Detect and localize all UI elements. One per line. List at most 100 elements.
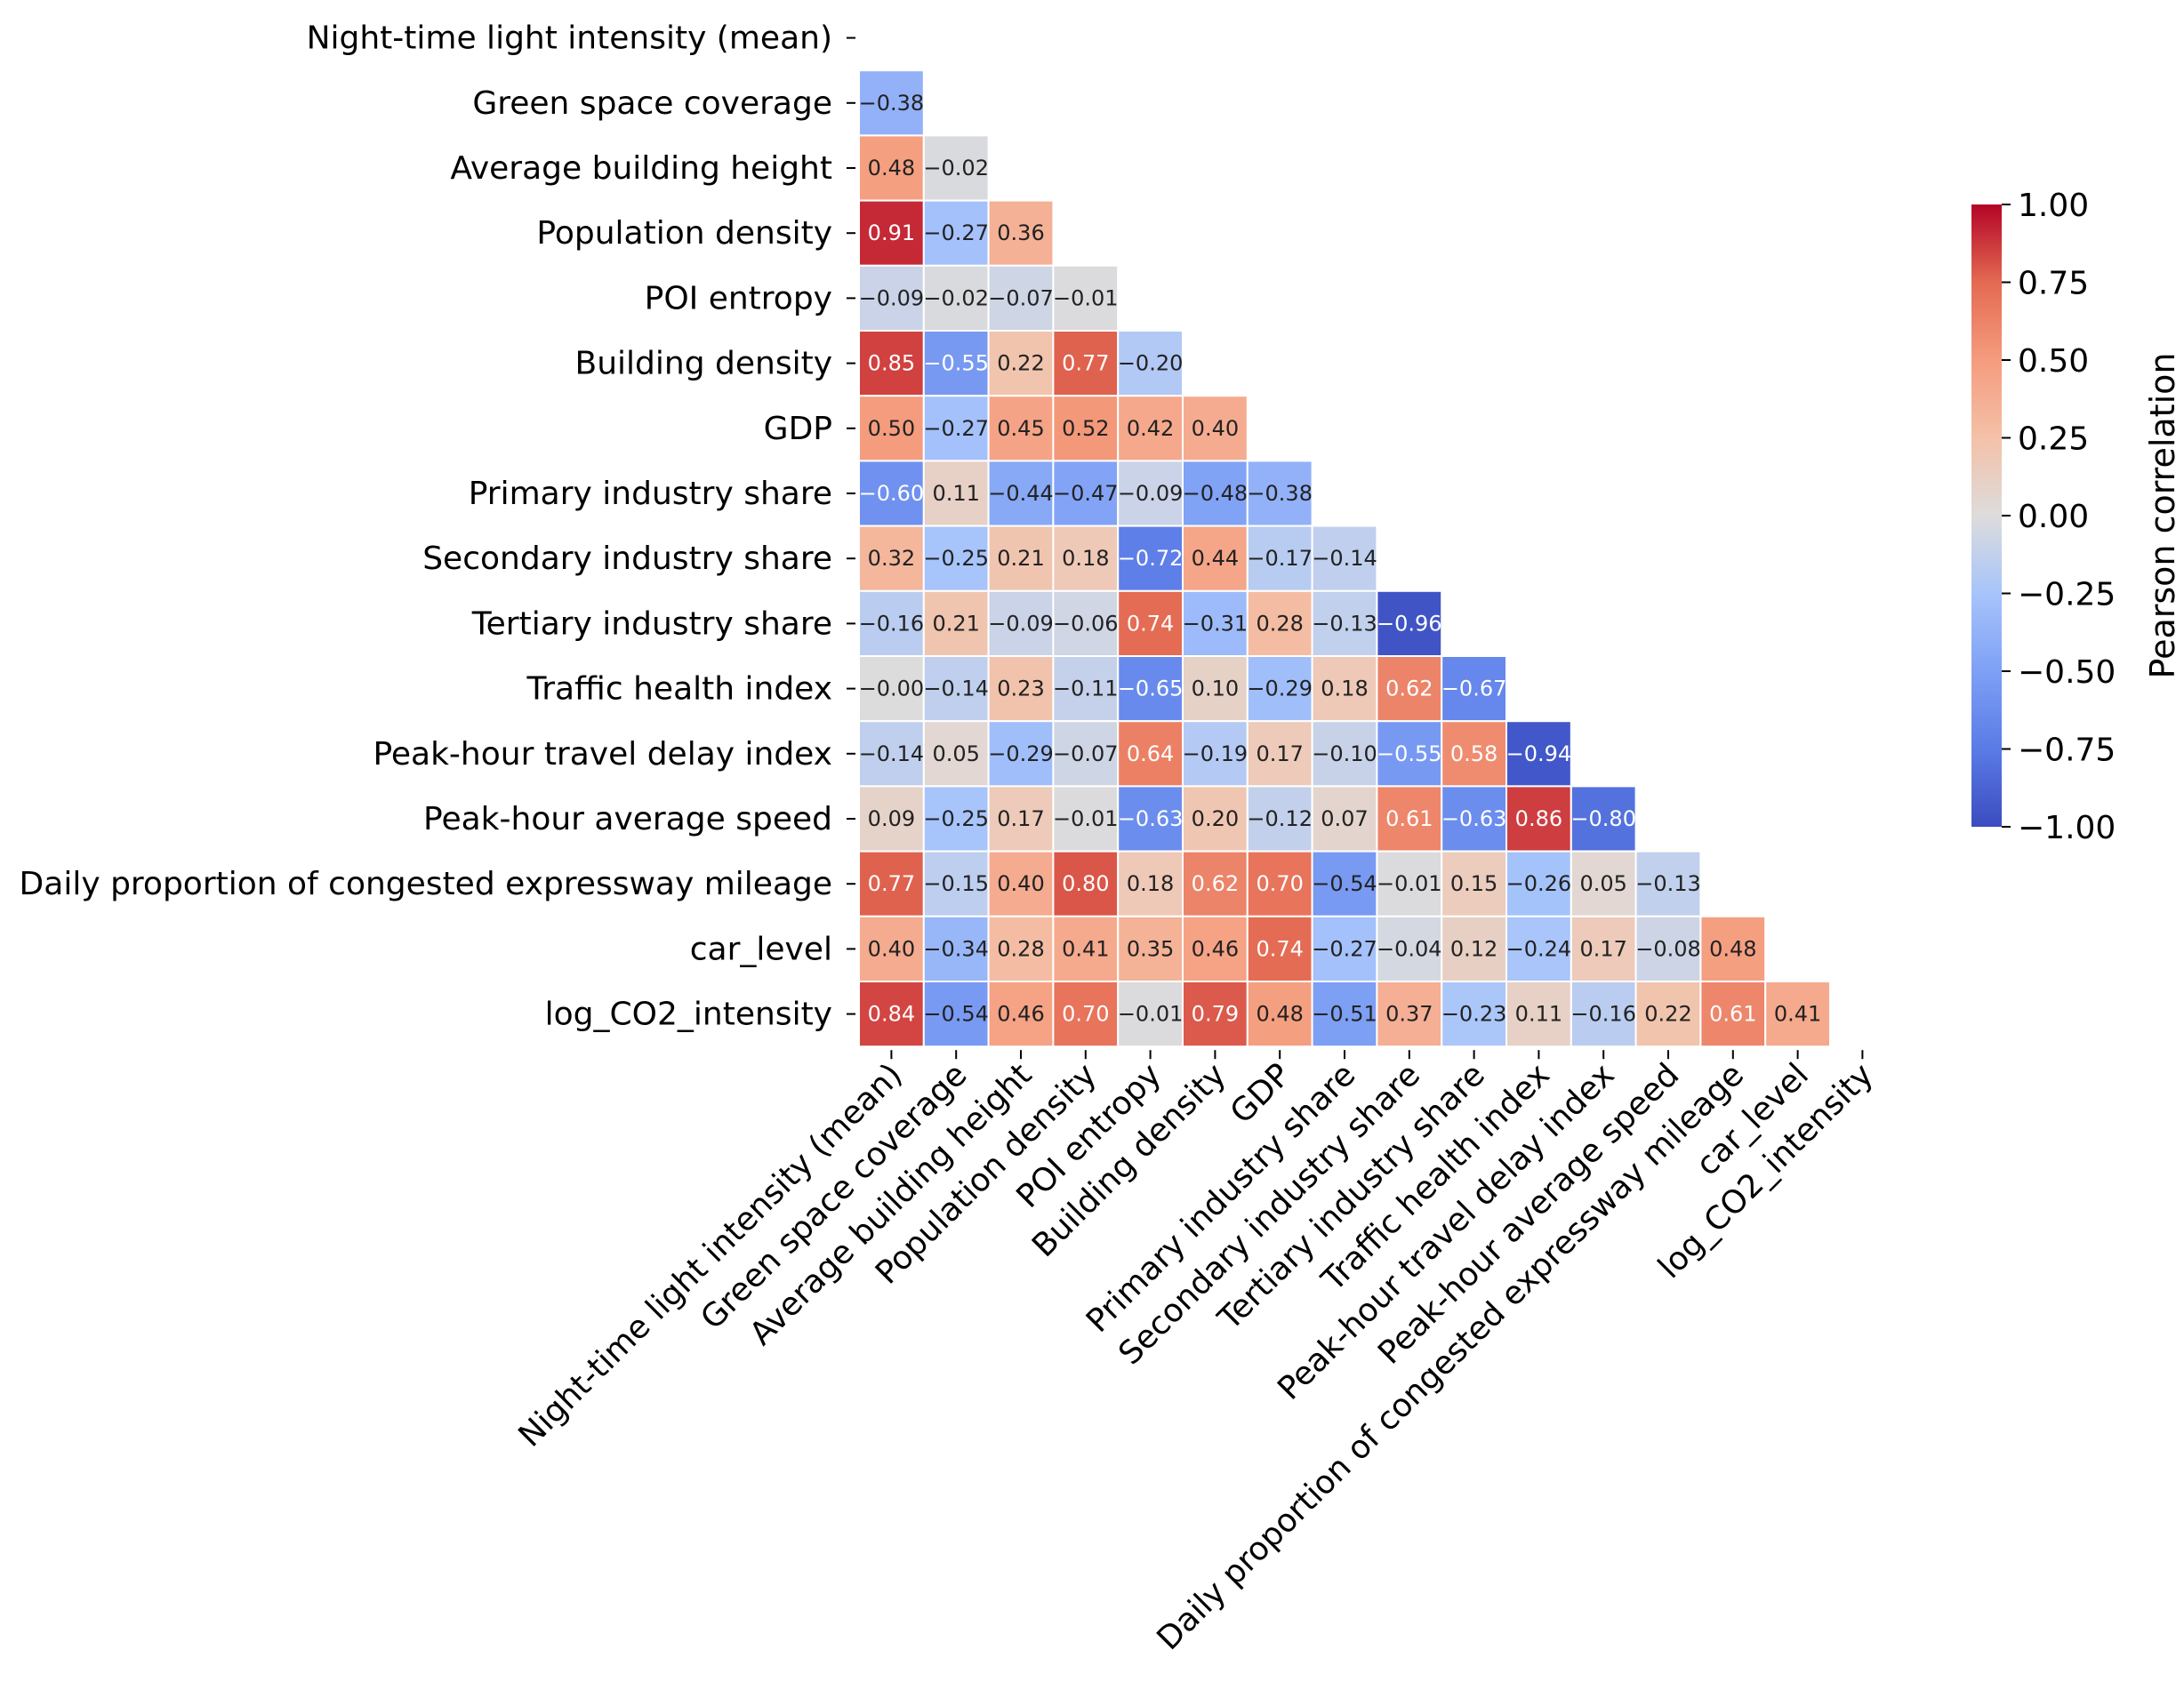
cell-value-label: −0.01	[1118, 1002, 1184, 1027]
heatmap-cell	[1182, 720, 1249, 788]
row-label: Secondary industry share	[422, 541, 832, 577]
cell-value-label: 0.22	[1644, 1002, 1691, 1027]
cell-value-label: 0.50	[868, 416, 915, 441]
cell-value-label: −0.01	[1377, 871, 1442, 896]
cell-value-label: 0.11	[932, 481, 979, 506]
heatmap-cell	[1311, 525, 1378, 592]
cell-value-label: −0.65	[1118, 677, 1184, 701]
row-label: Night-time light intensity (mean)	[307, 20, 832, 57]
heatmap-cell	[922, 395, 990, 462]
cell-value-label: −0.29	[1247, 677, 1313, 701]
cell-value-label: 0.35	[1127, 936, 1174, 961]
heatmap-cell	[1246, 785, 1313, 853]
cell-value-label: 0.45	[997, 416, 1044, 441]
cell-value-label: 0.17	[997, 806, 1044, 831]
cell-value-label: 0.85	[868, 351, 915, 376]
cell-value-label: 0.32	[868, 546, 915, 571]
heatmap-cell	[922, 264, 990, 332]
cell-value-label: −0.11	[1053, 677, 1119, 701]
cell-value-label: −0.23	[1441, 1002, 1507, 1027]
cell-value-label: 0.48	[1709, 936, 1756, 961]
heatmap-cell	[1052, 655, 1120, 723]
heatmap-cell	[1117, 981, 1184, 1048]
cell-value-label: 0.52	[1062, 416, 1109, 441]
heatmap-cell	[1246, 850, 1313, 917]
heatmap-cell	[987, 850, 1055, 917]
heatmap-cell	[1376, 655, 1443, 723]
heatmap-cell	[1570, 785, 1637, 853]
heatmap-cell	[922, 460, 990, 527]
cell-value-label: −0.20	[1118, 351, 1184, 376]
heatmap-cell	[858, 395, 925, 462]
cell-value-label: −0.55	[1377, 741, 1442, 766]
cell-value-label: 0.17	[1579, 936, 1626, 961]
heatmap-cell	[1311, 915, 1378, 983]
cell-value-label: 0.17	[1256, 741, 1303, 766]
cell-value-label: −0.07	[1053, 741, 1119, 766]
heatmap-cell	[1182, 395, 1249, 462]
heatmap-cell	[1052, 330, 1120, 397]
cell-value-label: 0.70	[1256, 871, 1303, 896]
heatmap-cell	[922, 981, 990, 1048]
row-label: POI entropy	[645, 280, 832, 316]
cell-value-label: 0.79	[1192, 1002, 1239, 1027]
row-label: Average building height	[450, 150, 832, 187]
heatmap-cell	[1182, 460, 1249, 527]
heatmap-cell	[858, 785, 925, 853]
cell-value-label: 0.40	[1192, 416, 1239, 441]
cell-value-label: −0.04	[1377, 936, 1442, 961]
cell-value-label: 0.61	[1385, 806, 1433, 831]
heatmap-cell	[858, 460, 925, 527]
heatmap-cell	[1311, 655, 1378, 723]
heatmap-cell	[1052, 785, 1120, 853]
cell-value-label: 0.46	[1192, 936, 1239, 961]
heatmap-cell	[922, 655, 990, 723]
heatmap-cell	[922, 330, 990, 397]
cell-value-label: −0.02	[923, 156, 989, 180]
colorbar-tick-label: −0.25	[2018, 577, 2116, 613]
cell-value-label: 0.18	[1127, 871, 1174, 896]
row-label: Traffic health index	[526, 671, 833, 708]
row-label: Primary industry share	[469, 476, 832, 512]
cell-value-label: −0.16	[1570, 1002, 1636, 1027]
cell-value-label: −0.01	[1053, 806, 1119, 831]
cell-value-label: 0.58	[1450, 741, 1497, 766]
heatmap-cell	[858, 589, 925, 657]
cell-value-label: 0.41	[1062, 936, 1109, 961]
cell-value-label: −0.54	[1312, 871, 1377, 896]
heatmap-cell	[1182, 589, 1249, 657]
heatmap-cell	[1376, 850, 1443, 917]
heatmap-cell	[1634, 915, 1702, 983]
row-label: Green space coverage	[472, 85, 832, 122]
cell-value-label: −0.24	[1506, 936, 1572, 961]
heatmap-cell	[858, 850, 925, 917]
heatmap-cell	[1506, 981, 1572, 1048]
cell-value-label: 0.64	[1127, 741, 1174, 766]
cell-value-label: −0.63	[1118, 806, 1184, 831]
cell-value-label: 0.10	[1192, 677, 1239, 701]
cell-value-label: 0.05	[1579, 871, 1626, 896]
cell-value-label: −0.54	[923, 1002, 989, 1027]
heatmap-cell	[1570, 915, 1637, 983]
cell-value-label: 0.23	[997, 677, 1044, 701]
cell-value-label: −0.07	[988, 285, 1054, 310]
heatmap-cell	[1376, 720, 1443, 788]
colorbar-tick-label: 0.75	[2018, 266, 2089, 302]
cell-value-label: 0.40	[997, 871, 1044, 896]
colorbar: 1.00 0.75 0.50 0.25 0.00 −0.25 −0.50 −0.75 −1.00…	[1971, 188, 2182, 846]
cell-value-label: −0.19	[1183, 741, 1249, 766]
cell-value-label: 0.07	[1321, 806, 1368, 831]
cell-value-label: 0.46	[997, 1002, 1044, 1027]
heatmap-cell	[1182, 655, 1249, 723]
cell-value-label: −0.38	[859, 91, 925, 116]
cell-value-label: −0.00	[859, 677, 925, 701]
cell-value-label: 0.41	[1774, 1002, 1821, 1027]
cell-value-label: 0.05	[932, 741, 979, 766]
cell-value-label: −0.10	[1312, 741, 1377, 766]
heatmap-cell	[1117, 915, 1184, 983]
cell-value-label: −0.14	[1312, 546, 1377, 571]
cell-value-label: 0.37	[1385, 1002, 1433, 1027]
cell-value-label: 0.22	[997, 351, 1044, 376]
heatmap-cell	[1182, 850, 1249, 917]
cell-value-label: 0.18	[1062, 546, 1109, 571]
